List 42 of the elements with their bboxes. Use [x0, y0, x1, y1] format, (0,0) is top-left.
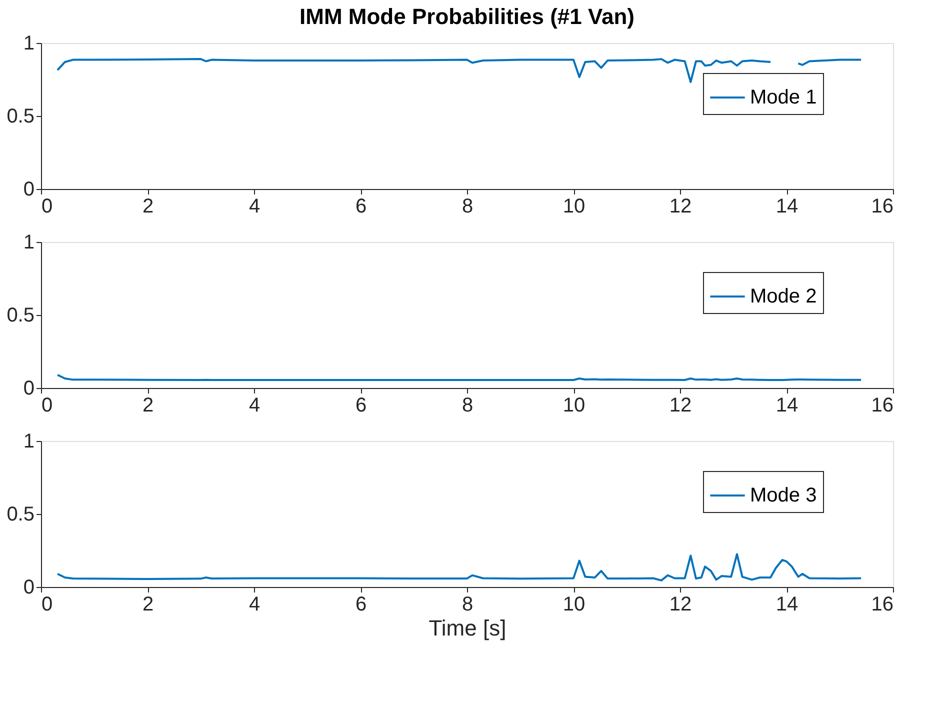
y-tick-label: 0.5	[6, 106, 34, 128]
y-tick-label: 0	[23, 378, 34, 400]
chart-title: IMM Mode Probabilities (#1 Van)	[300, 4, 634, 29]
y-tick-label: 0.5	[6, 304, 34, 326]
x-tick-label: 0	[42, 196, 53, 218]
x-tick-label: 6	[355, 394, 367, 416]
x-tick-label: 6	[355, 594, 367, 616]
x-tick-label: 0	[42, 594, 53, 616]
x-tick-label: 4	[248, 394, 260, 416]
x-axis-title: Time [s]	[428, 616, 506, 640]
x-tick-label: 16	[871, 196, 894, 218]
x-tick-label: 2	[142, 196, 154, 218]
x-tick-label: 2	[142, 594, 154, 616]
x-tick-label: 8	[462, 394, 474, 416]
x-tick-label: 12	[669, 196, 692, 218]
x-tick-label: 8	[462, 594, 474, 616]
y-tick-label: 1	[23, 232, 34, 254]
x-tick-label: 12	[669, 594, 692, 616]
x-tick-label: 16	[871, 594, 894, 616]
line-series	[56, 553, 862, 582]
legend-label: Mode 2	[750, 286, 817, 308]
x-tick-label: 2	[142, 394, 154, 416]
x-tick-label: 0	[42, 394, 53, 416]
y-tick-label: 0	[23, 576, 34, 598]
y-tick-label: 1	[23, 32, 34, 54]
y-tick-label: 0.5	[6, 504, 34, 526]
x-tick-label: 8	[462, 196, 474, 218]
x-tick-label: 6	[355, 196, 367, 218]
x-tick-label: 10	[562, 394, 586, 416]
y-tick-label: 0	[23, 178, 34, 200]
x-tick-label: 10	[562, 594, 586, 616]
x-tick-label: 14	[776, 196, 798, 218]
x-tick-label: 14	[776, 594, 798, 616]
legend-label: Mode 1	[750, 86, 817, 108]
x-tick-label: 4	[248, 594, 260, 616]
y-tick-label: 1	[23, 430, 34, 452]
x-tick-label: 16	[871, 394, 894, 416]
x-tick-label: 12	[669, 394, 692, 416]
x-tick-label: 10	[562, 196, 586, 218]
x-tick-label: 4	[248, 196, 260, 218]
legend-label: Mode 3	[750, 484, 817, 506]
x-tick-label: 14	[776, 394, 798, 416]
